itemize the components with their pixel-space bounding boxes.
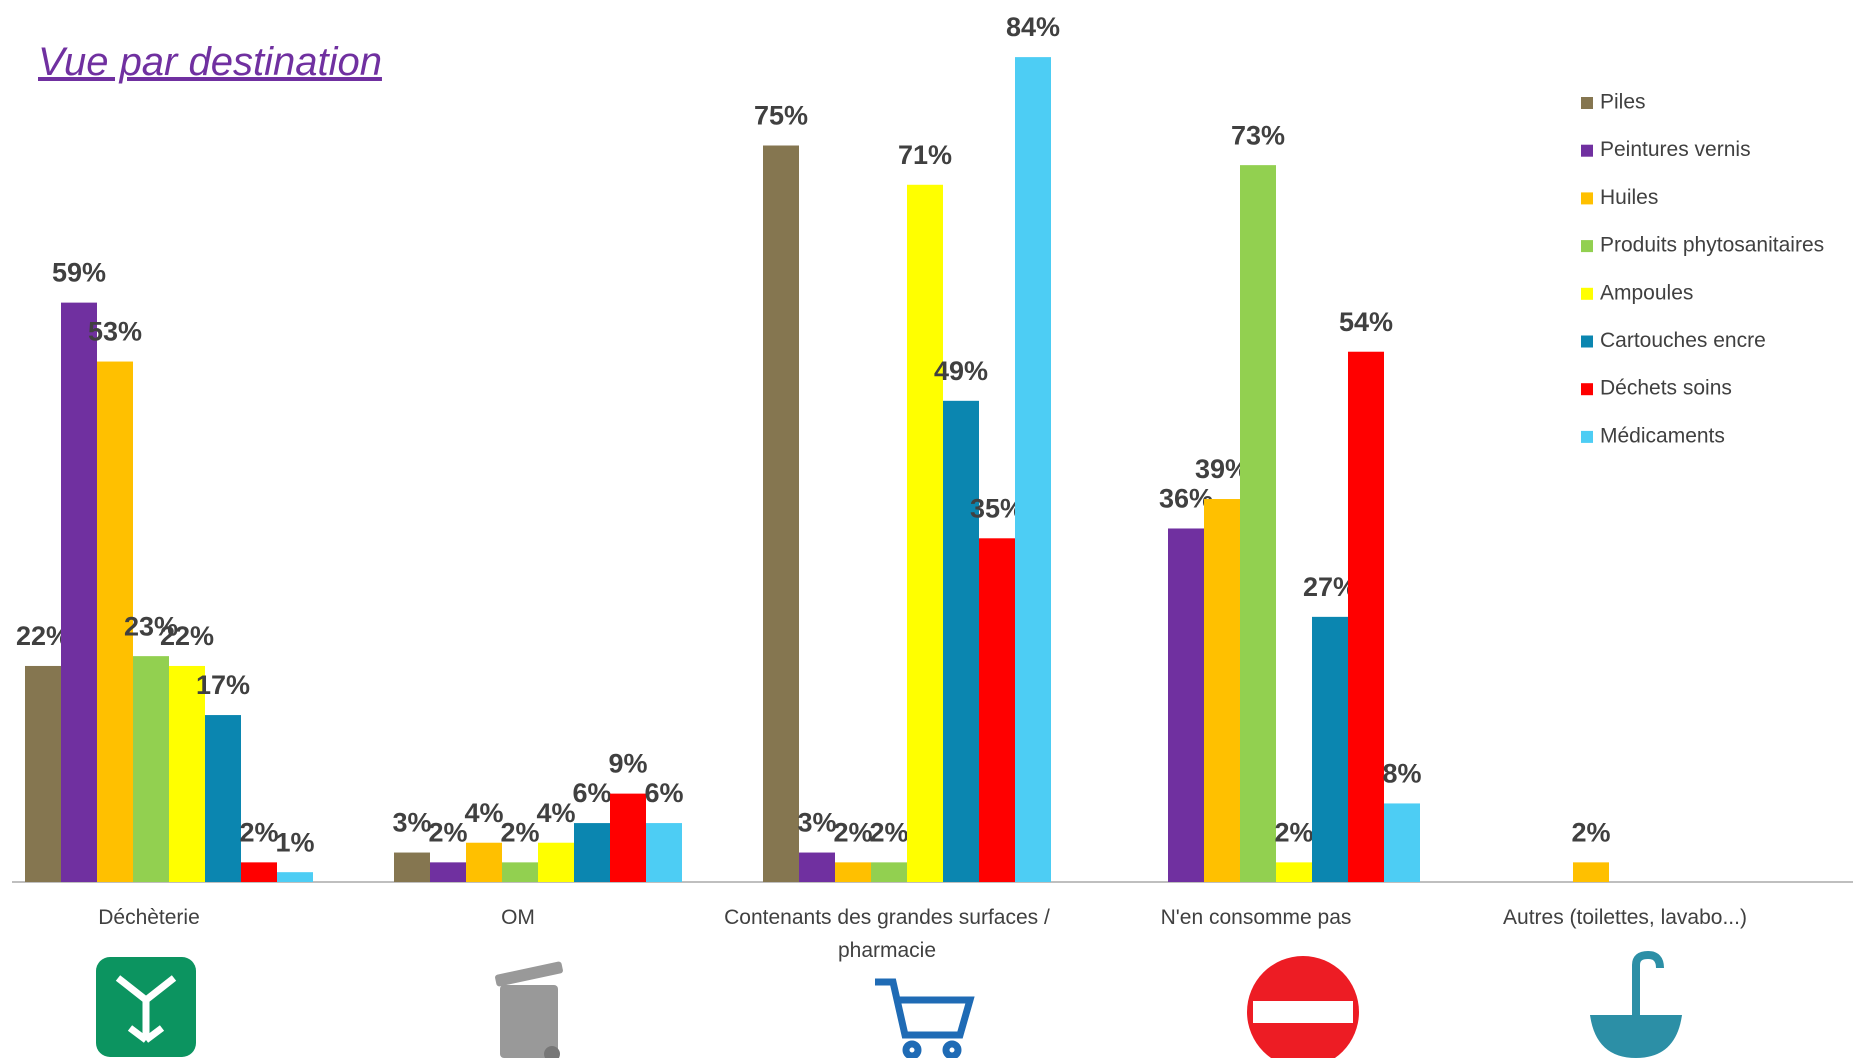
- x-tick-label: Autres (toilettes, lavabo...): [1503, 906, 1747, 929]
- bar: [205, 715, 241, 882]
- data-label: 3%: [392, 808, 431, 838]
- bar: [1573, 862, 1609, 882]
- data-label: 9%: [608, 749, 647, 779]
- data-label: 2%: [500, 817, 539, 847]
- bar: [538, 842, 574, 882]
- data-label: 2%: [833, 817, 872, 847]
- legend-swatch: [1581, 192, 1593, 205]
- bar: [979, 538, 1015, 882]
- data-label: 1%: [275, 827, 314, 857]
- bar: [133, 656, 169, 882]
- data-label: 4%: [464, 798, 503, 828]
- bar: [1204, 499, 1240, 882]
- data-label: 22%: [160, 621, 214, 651]
- data-label: 8%: [1382, 759, 1421, 789]
- data-label: 6%: [572, 778, 611, 808]
- data-label: 4%: [536, 798, 575, 828]
- bar: [907, 184, 943, 882]
- data-label: 2%: [869, 817, 908, 847]
- bar: [169, 665, 205, 882]
- data-label: 23%: [124, 611, 178, 641]
- legend-label: Médicaments: [1600, 424, 1725, 447]
- legend-swatch: [1581, 287, 1593, 300]
- data-label: 54%: [1339, 307, 1393, 337]
- data-label: 49%: [934, 356, 988, 386]
- bar: [610, 793, 646, 882]
- bar: [646, 823, 682, 882]
- data-label: 59%: [52, 258, 106, 288]
- legend-swatch: [1581, 383, 1593, 396]
- bar: [25, 665, 61, 882]
- data-label: 71%: [898, 140, 952, 170]
- bar: [1384, 803, 1420, 882]
- x-tick-label: N'en consomme pas: [1160, 906, 1352, 929]
- data-label: 3%: [797, 808, 836, 838]
- bar: [871, 862, 907, 882]
- data-label: 2%: [1274, 817, 1313, 847]
- data-label: 2%: [428, 817, 467, 847]
- bar: [466, 842, 502, 882]
- bar: [1168, 528, 1204, 882]
- legend-swatch: [1581, 97, 1593, 109]
- legend-swatch: [1581, 240, 1593, 253]
- data-label: 2%: [239, 817, 278, 847]
- bar: [799, 852, 835, 882]
- data-label: 6%: [644, 778, 683, 808]
- bar: [1348, 351, 1384, 883]
- bar: [61, 302, 97, 882]
- icon-decheterie: [96, 957, 196, 1057]
- bar: [277, 872, 313, 882]
- bar: [1276, 862, 1312, 882]
- data-label: 84%: [1006, 12, 1060, 42]
- bar: [943, 400, 979, 882]
- bar: [241, 862, 277, 882]
- icon-cart: [875, 978, 975, 1058]
- x-tick-label: OM: [501, 906, 535, 929]
- bar: [763, 145, 799, 882]
- data-label: 2%: [1571, 817, 1610, 847]
- bar: [394, 852, 430, 882]
- legend-swatch: [1581, 144, 1593, 157]
- bar: [835, 862, 871, 882]
- legend-swatch: [1581, 430, 1593, 443]
- icon-bin: [495, 961, 563, 1058]
- data-label: 75%: [754, 101, 808, 131]
- chart-title: Vue par destination: [38, 40, 382, 84]
- legend-label: Huiles: [1600, 186, 1658, 209]
- data-label: 17%: [196, 670, 250, 700]
- bar: [574, 823, 610, 882]
- bar: [430, 862, 466, 882]
- icon-no-entry: [1247, 956, 1359, 1058]
- bar: [1312, 616, 1348, 882]
- legend-label: Piles: [1600, 91, 1646, 114]
- legend-label: Déchets soins: [1600, 377, 1732, 400]
- data-label: 53%: [88, 317, 142, 347]
- x-tick-label: Contenants des grandes surfaces / pharma…: [724, 906, 1050, 962]
- icon-sink: [1590, 950, 1682, 1058]
- bar: [502, 862, 538, 882]
- legend-label: Ampoules: [1600, 281, 1693, 304]
- legend-swatch: [1581, 335, 1593, 348]
- legend-label: Cartouches encre: [1600, 329, 1766, 352]
- data-label: 73%: [1231, 120, 1285, 150]
- bar: [97, 361, 133, 882]
- legend-label: Produits phytosanitaires: [1600, 234, 1824, 257]
- bar: [1015, 57, 1051, 883]
- bar: [1240, 165, 1276, 882]
- x-tick-label: Déchèterie: [98, 906, 200, 929]
- legend-label: Peintures vernis: [1600, 138, 1751, 161]
